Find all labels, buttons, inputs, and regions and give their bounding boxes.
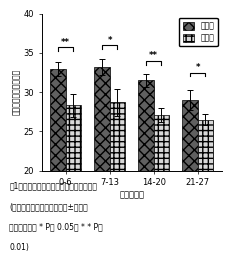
Text: *: * [107,36,112,45]
Bar [154,115,169,275]
Y-axis label: 一日当たりの授乳回数: 一日当たりの授乳回数 [12,69,21,115]
Bar [94,67,110,275]
X-axis label: 子豚の日齢: 子豚の日齢 [119,190,144,199]
Bar [198,120,213,275]
Text: **: ** [61,38,70,47]
Text: **: ** [149,51,158,60]
Text: 差で示した。 * P＜ 0.05， * * P＜: 差で示した。 * P＜ 0.05， * * P＜ [9,223,103,232]
Bar [110,102,125,275]
Text: *: * [195,63,200,72]
Legend: 試験区, 対照区: 試験区, 対照区 [179,18,218,46]
Text: 図1　子豚の１日当たりの吸乳回数の推移: 図1 子豚の１日当たりの吸乳回数の推移 [9,182,97,191]
Bar [138,80,154,275]
Bar [50,69,66,275]
Text: (データは各区４頭の平均値±標準偏: (データは各区４頭の平均値±標準偏 [9,202,88,211]
Bar [182,100,198,275]
Bar [66,105,81,275]
Text: 0.01): 0.01) [9,243,29,252]
